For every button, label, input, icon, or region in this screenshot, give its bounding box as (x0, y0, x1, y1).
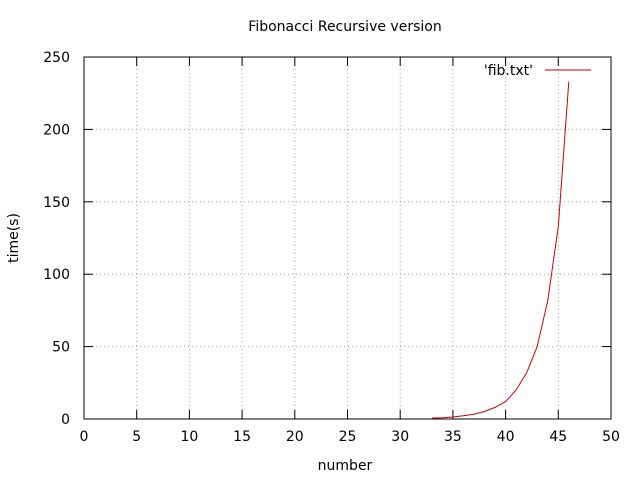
x-tick-label: 30 (391, 429, 409, 445)
chart-title: Fibonacci Recursive version (248, 19, 441, 35)
x-tick-label: 10 (180, 429, 198, 445)
legend: 'fib.txt' (484, 63, 591, 79)
y-tick-label: 250 (43, 50, 70, 66)
x-tick-label: 50 (602, 429, 620, 445)
y-tick-label: 50 (52, 340, 70, 356)
y-tick-label: 100 (43, 267, 70, 283)
y-axis-label: time(s) (6, 213, 22, 263)
x-tick-label: 25 (339, 429, 357, 445)
y-tick-label: 200 (43, 122, 70, 138)
x-tick-label: 40 (497, 429, 515, 445)
x-axis-label: number (318, 458, 373, 474)
series-group (431, 81, 570, 419)
x-tick-label: 0 (80, 429, 89, 445)
plot-frame (83, 56, 612, 420)
grid (84, 57, 611, 419)
axis-ticks: 0 5 10 15 20 25 30 35 40 45 50 0 50 100 150 200 250 (43, 50, 620, 445)
x-tick-label: 35 (444, 429, 462, 445)
y-tick-label: 0 (61, 412, 70, 428)
y-tick-label: 150 (43, 195, 70, 211)
x-tick-label: 5 (132, 429, 141, 445)
x-tick-label: 15 (233, 429, 251, 445)
x-tick-label: 20 (286, 429, 304, 445)
x-tick-label: 45 (549, 429, 567, 445)
legend-label: 'fib.txt' (484, 63, 533, 79)
series-line (431, 81, 570, 419)
